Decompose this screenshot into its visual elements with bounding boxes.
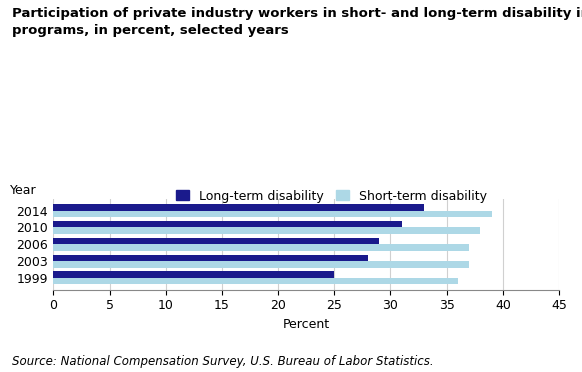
Bar bbox=[54, 244, 469, 251]
Bar bbox=[54, 272, 334, 278]
Bar bbox=[54, 228, 480, 234]
Text: Source: National Compensation Survey, U.S. Bureau of Labor Statistics.: Source: National Compensation Survey, U.… bbox=[12, 355, 433, 368]
Bar bbox=[54, 261, 469, 267]
Bar bbox=[54, 254, 368, 261]
Bar bbox=[54, 221, 402, 227]
X-axis label: Percent: Percent bbox=[283, 318, 330, 331]
Bar bbox=[54, 278, 458, 284]
Bar bbox=[54, 211, 492, 217]
Bar bbox=[54, 238, 379, 244]
Text: Participation of private industry workers in short- and long-term disability ins: Participation of private industry worker… bbox=[12, 7, 582, 38]
Bar bbox=[54, 204, 424, 211]
Text: Year: Year bbox=[10, 184, 37, 197]
Legend: Long-term disability, Short-term disability: Long-term disability, Short-term disabil… bbox=[176, 190, 487, 203]
